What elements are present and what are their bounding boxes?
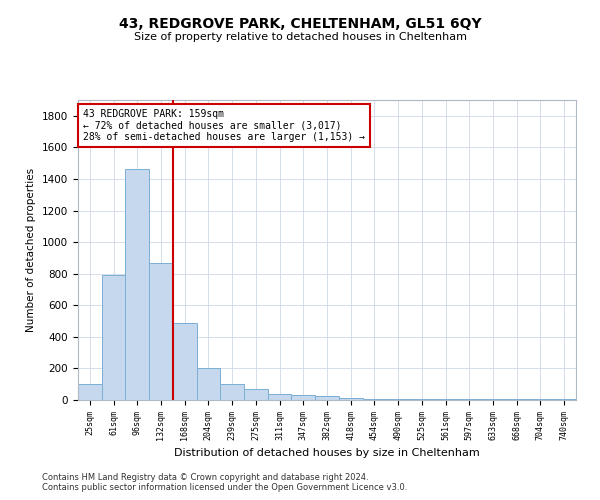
Bar	[362, 399, 386, 400]
Bar	[244, 389, 268, 400]
Bar	[149, 262, 173, 400]
Text: Contains public sector information licensed under the Open Government Licence v3: Contains public sector information licen…	[42, 484, 407, 492]
Bar	[505, 399, 529, 400]
Bar	[552, 399, 576, 400]
Y-axis label: Number of detached properties: Number of detached properties	[26, 168, 37, 332]
Bar	[78, 384, 102, 400]
Bar	[315, 396, 339, 400]
Bar	[386, 399, 410, 400]
Text: Size of property relative to detached houses in Cheltenham: Size of property relative to detached ho…	[133, 32, 467, 42]
Bar	[268, 394, 292, 400]
Bar	[102, 276, 125, 400]
Bar	[434, 399, 457, 400]
Bar	[529, 399, 552, 400]
Bar	[220, 384, 244, 400]
Bar	[125, 170, 149, 400]
X-axis label: Distribution of detached houses by size in Cheltenham: Distribution of detached houses by size …	[174, 448, 480, 458]
Bar	[410, 399, 434, 400]
Text: 43 REDGROVE PARK: 159sqm
← 72% of detached houses are smaller (3,017)
28% of sem: 43 REDGROVE PARK: 159sqm ← 72% of detach…	[83, 109, 365, 142]
Bar	[197, 368, 220, 400]
Bar	[457, 399, 481, 400]
Bar	[173, 322, 197, 400]
Text: 43, REDGROVE PARK, CHELTENHAM, GL51 6QY: 43, REDGROVE PARK, CHELTENHAM, GL51 6QY	[119, 18, 481, 32]
Text: Contains HM Land Registry data © Crown copyright and database right 2024.: Contains HM Land Registry data © Crown c…	[42, 474, 368, 482]
Bar	[292, 396, 315, 400]
Bar	[481, 399, 505, 400]
Bar	[339, 398, 362, 400]
